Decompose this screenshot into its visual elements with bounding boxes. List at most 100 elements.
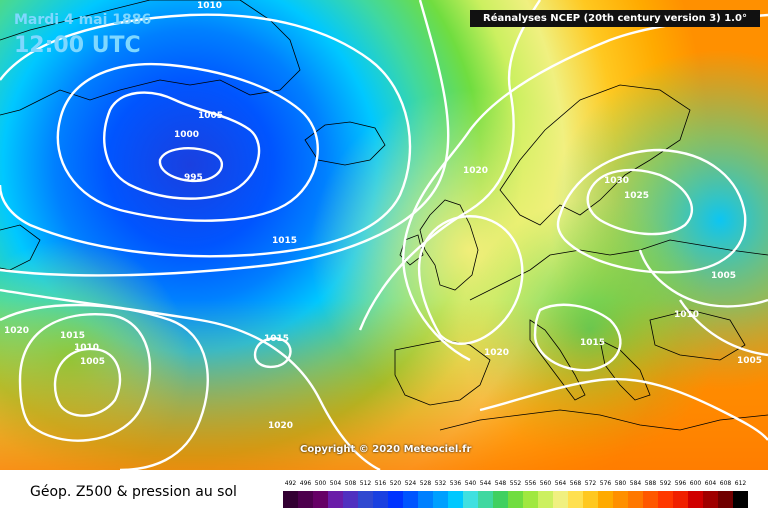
isobar-1020-west: [358, 0, 541, 331]
scale-step-swatch: [478, 491, 493, 508]
legend-title: Géop. Z500 & pression au sol: [30, 484, 237, 500]
map-time: 12:00 UTC: [14, 33, 141, 58]
scale-step-swatch: [583, 491, 598, 508]
scale-step-label: 516: [374, 480, 387, 487]
isobar-1020-south: [479, 377, 768, 441]
isobar-label: 995: [184, 173, 203, 183]
copyright-notice: Copyright © 2020 Meteociel.fr: [300, 444, 472, 455]
scale-step-swatch: [328, 491, 343, 508]
scale-step-swatch: [313, 491, 328, 508]
scale-step: 600: [688, 480, 703, 508]
isobar-label: 1030: [604, 176, 629, 186]
scale-step: 532: [433, 480, 448, 508]
geopotential-map: 1010 1005 1000 995 1020 1030 1025 1015 1…: [0, 0, 768, 470]
scale-step-label: 556: [524, 480, 537, 487]
scale-step-label: 560: [539, 480, 552, 487]
isobar-1005-sw: [53, 347, 122, 417]
isobar-label: 1015: [60, 331, 85, 341]
scale-step-label: 604: [704, 480, 717, 487]
scale-step-swatch: [613, 491, 628, 508]
scale-step-swatch: [538, 491, 553, 508]
scale-step-label: 596: [674, 480, 687, 487]
scale-step-label: 496: [299, 480, 312, 487]
scale-step-swatch: [733, 491, 748, 508]
scale-step-label: 600: [689, 480, 702, 487]
scale-step-label: 540: [464, 480, 477, 487]
scale-step-swatch: [463, 491, 478, 508]
scale-step: 604: [703, 480, 718, 508]
italy-coast: [529, 319, 586, 401]
isobar-east-1005: [679, 299, 768, 357]
scale-step-swatch: [508, 491, 523, 508]
isobar-label: 1015: [264, 334, 289, 344]
scale-step: 612: [733, 480, 748, 508]
isobar-label: 1015: [272, 236, 297, 246]
isobar-label: 1005: [737, 356, 762, 366]
scale-step-swatch: [493, 491, 508, 508]
scale-step-swatch: [673, 491, 688, 508]
isobar-ridge: [417, 215, 524, 345]
scale-step: 584: [628, 480, 643, 508]
isobar-labels: 1010 1005 1000 995 1020 1030 1025 1015 1…: [4, 1, 762, 431]
isobar-1020-sw: [0, 288, 381, 470]
scale-step: 560: [538, 480, 553, 508]
scale-step-label: 528: [419, 480, 432, 487]
isobar-1015-balkans: [533, 303, 622, 372]
scale-step-label: 588: [644, 480, 657, 487]
scale-step: 580: [613, 480, 628, 508]
isobar-995: [158, 147, 223, 183]
scale-step-swatch: [658, 491, 673, 508]
map-date: Mardi 4 mai 1886: [14, 12, 152, 28]
scale-step-swatch: [283, 491, 298, 508]
isobar-east-1010: [638, 249, 768, 308]
scale-step: 564: [553, 480, 568, 508]
scale-step-swatch: [343, 491, 358, 508]
isobar-label: 1005: [80, 357, 105, 367]
scale-step-label: 592: [659, 480, 672, 487]
isobar-label: 1005: [198, 111, 223, 121]
scale-step-label: 504: [329, 480, 342, 487]
scale-step: 540: [463, 480, 478, 508]
scale-step-label: 512: [359, 480, 372, 487]
scale-step-label: 584: [629, 480, 642, 487]
scale-step: 512: [358, 480, 373, 508]
scale-step: 588: [643, 480, 658, 508]
scale-step: 548: [493, 480, 508, 508]
color-scale: 492 496 500 504 508 512 516 520 524 528 532 536 540 5…: [283, 480, 748, 508]
black-sea-coast: [649, 309, 746, 361]
scale-step-label: 548: [494, 480, 507, 487]
scale-step: 572: [583, 480, 598, 508]
isobar-1015-sw: [0, 303, 209, 470]
scale-step-swatch: [448, 491, 463, 508]
scale-step: 500: [313, 480, 328, 508]
isobar-label: 1010: [674, 310, 699, 320]
scale-step-swatch: [523, 491, 538, 508]
scale-step-label: 576: [599, 480, 612, 487]
scale-step-label: 500: [314, 480, 327, 487]
scale-step-label: 580: [614, 480, 627, 487]
scale-step-label: 564: [554, 480, 567, 487]
scale-step-swatch: [403, 491, 418, 508]
isobar-1025: [556, 148, 747, 274]
greece-coast: [599, 339, 651, 401]
scale-step: 608: [718, 480, 733, 508]
scale-step: 596: [673, 480, 688, 508]
scale-step: 492: [283, 480, 298, 508]
scale-step: 520: [388, 480, 403, 508]
scale-step: 524: [403, 480, 418, 508]
scale-step: 536: [448, 480, 463, 508]
scale-step: 504: [328, 480, 343, 508]
isobar-1000: [103, 91, 261, 200]
scale-step: 556: [523, 480, 538, 508]
scale-step-label: 552: [509, 480, 522, 487]
scale-step: 516: [373, 480, 388, 508]
scale-step-swatch: [433, 491, 448, 508]
scale-step-swatch: [688, 491, 703, 508]
coastlines: [0, 0, 768, 431]
scale-step-label: 568: [569, 480, 582, 487]
isobar-label: 1005: [711, 271, 736, 281]
scale-step-label: 524: [404, 480, 417, 487]
scale-step-label: 572: [584, 480, 597, 487]
scale-step-label: 544: [479, 480, 492, 487]
